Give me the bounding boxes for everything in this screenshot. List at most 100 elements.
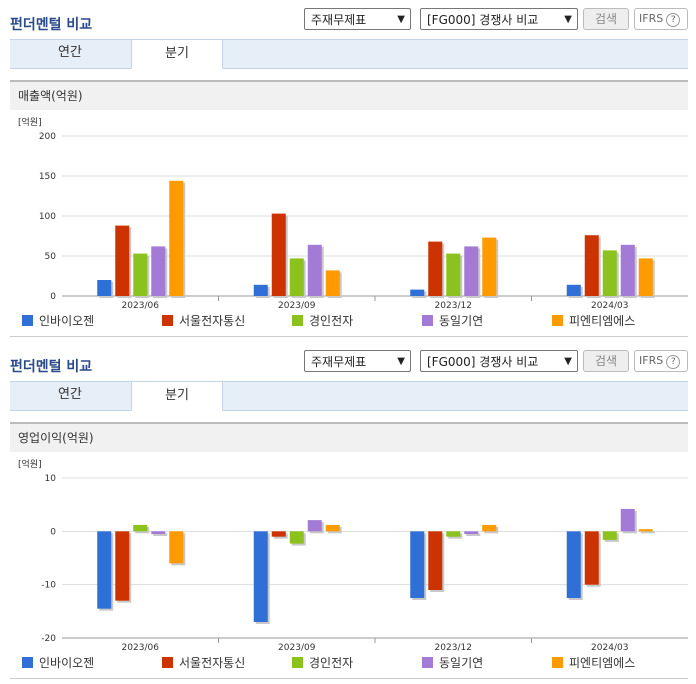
ifrs-help-button[interactable]: IFRS?: [634, 350, 688, 372]
y-tick-label: -20: [41, 634, 56, 644]
help-icon: ?: [666, 355, 681, 369]
bar: [428, 241, 443, 296]
chevron-down-icon: ▼: [397, 14, 405, 25]
bar: [169, 531, 184, 564]
legend-item[interactable]: 피엔티엠에스: [552, 313, 635, 329]
section-title-bar: 매출액(억원): [10, 80, 688, 110]
ifrs-help-button[interactable]: IFRS?: [634, 8, 688, 30]
chart-legend: 인바이오젠 서울전자통신 경인전자 동일기연 피엔티엠에스: [22, 313, 682, 329]
y-tick-label: 150: [39, 172, 56, 182]
panel-header: 펀더멘털 비교 주재무제표 ▼ [FG000] 경쟁사 비교 ▼ 검색 IFRS…: [0, 8, 696, 44]
period-tabs: 연간 분기: [10, 39, 688, 69]
bar-shadow: [466, 533, 481, 536]
panel-header: 펀더멘털 비교 주재무제표 ▼ [FG000] 경쟁사 비교 ▼ 검색 IFRS…: [0, 350, 696, 386]
legend-label: 인바이오젠: [39, 314, 95, 328]
bar: [566, 531, 581, 598]
peer-group-value: [FG000] 경쟁사 비교: [427, 355, 539, 369]
bar: [446, 253, 461, 296]
bar: [482, 524, 497, 532]
panel-operating-profit: 펀더멘털 비교 주재무제표 ▼ [FG000] 경쟁사 비교 ▼ 검색 IFRS…: [0, 342, 696, 684]
bar: [325, 524, 340, 532]
statement-type-value: 주재무제표: [311, 13, 367, 27]
bar: [638, 529, 653, 532]
legend-swatch: [422, 315, 433, 326]
bar: [169, 180, 184, 296]
panel-title: 펀더멘털 비교: [10, 359, 93, 375]
period-tabs: 연간 분기: [10, 381, 688, 411]
bar: [271, 531, 286, 537]
legend-label: 인바이오젠: [39, 656, 95, 670]
chevron-down-icon: ▼: [564, 356, 572, 367]
bar: [620, 244, 635, 296]
divider: [10, 678, 688, 679]
search-button[interactable]: 검색: [583, 8, 629, 30]
chevron-down-icon: ▼: [397, 356, 405, 367]
bar: [151, 531, 166, 534]
legend-item[interactable]: 서울전자통신: [162, 655, 245, 671]
chevron-down-icon: ▼: [564, 14, 572, 25]
ifrs-label: IFRS: [639, 12, 664, 25]
bar: [289, 531, 304, 544]
legend-label: 피엔티엠에스: [569, 656, 636, 670]
sales-chart: [억원] 0 50 100 150 200 2023/06 2023/09 2023/12 202…: [10, 112, 688, 312]
tab-annual[interactable]: 연간: [58, 45, 82, 60]
y-tick-label: 100: [39, 212, 56, 222]
operating-profit-chart: [억원] -20 -10 0 10 2023/06 2023/09 2023/12 2024/0…: [10, 454, 688, 654]
x-tick-label: 2023/09: [278, 301, 316, 311]
bar: [602, 531, 617, 540]
bar-shadow: [640, 531, 655, 534]
bar: [482, 237, 497, 296]
legend-label: 피엔티엠에스: [569, 314, 636, 328]
bar: [602, 250, 617, 296]
bar: [584, 531, 599, 585]
bar: [307, 520, 322, 532]
bar: [97, 531, 112, 609]
legend-swatch: [162, 315, 173, 326]
legend-swatch: [552, 315, 563, 326]
operating-profit-chart-svg: [억원] -20 -10 0 10 2023/06 2023/09 2023/12 2024/0…: [18, 458, 688, 653]
legend-item[interactable]: 동일기연: [422, 655, 483, 671]
search-button[interactable]: 검색: [583, 350, 629, 372]
bar: [325, 270, 340, 296]
bar: [620, 508, 635, 532]
x-tick-label: 2023/12: [435, 643, 472, 653]
bar: [253, 284, 268, 296]
bar: [151, 246, 166, 296]
bar: [584, 235, 599, 296]
tab-annual[interactable]: 연간: [58, 387, 82, 402]
bar: [253, 531, 268, 622]
legend-item[interactable]: 인바이오젠: [22, 655, 94, 671]
help-icon: ?: [666, 13, 681, 27]
tab-quarterly[interactable]: 분기: [131, 381, 223, 411]
bar: [133, 524, 148, 532]
x-tick-label: 2023/06: [122, 643, 160, 653]
legend-swatch: [292, 315, 303, 326]
bar: [307, 244, 322, 296]
peer-group-select[interactable]: [FG000] 경쟁사 비교 ▼: [420, 8, 578, 30]
legend-label: 서울전자통신: [179, 656, 246, 670]
legend-item[interactable]: 서울전자통신: [162, 313, 245, 329]
bar: [133, 253, 148, 296]
peer-group-select[interactable]: [FG000] 경쟁사 비교 ▼: [420, 350, 578, 372]
legend-label: 동일기연: [439, 656, 484, 670]
legend-item[interactable]: 피엔티엠에스: [552, 655, 635, 671]
bar: [428, 531, 443, 590]
y-tick-label: 0: [50, 527, 56, 537]
legend-label: 서울전자통신: [179, 314, 246, 328]
peer-group-value: [FG000] 경쟁사 비교: [427, 13, 539, 27]
bar: [289, 258, 304, 296]
legend-swatch: [162, 657, 173, 668]
legend-item[interactable]: 동일기연: [422, 313, 483, 329]
statement-type-value: 주재무제표: [311, 355, 367, 369]
statement-type-select[interactable]: 주재무제표 ▼: [304, 8, 411, 30]
legend-item[interactable]: 경인전자: [292, 313, 353, 329]
tab-quarterly[interactable]: 분기: [131, 39, 223, 69]
panel-title: 펀더멘털 비교: [10, 17, 93, 33]
bar-shadow: [153, 533, 168, 536]
legend-item[interactable]: 인바이오젠: [22, 313, 94, 329]
y-unit-label: [억원]: [18, 116, 42, 128]
legend-item[interactable]: 경인전자: [292, 655, 353, 671]
section-title: 매출액(억원): [18, 89, 83, 103]
statement-type-select[interactable]: 주재무제표 ▼: [304, 350, 411, 372]
x-tick-label: 2024/03: [591, 301, 628, 311]
